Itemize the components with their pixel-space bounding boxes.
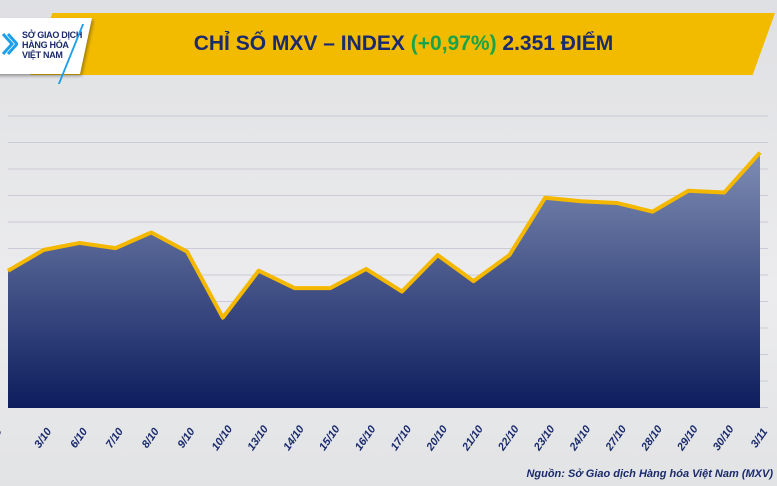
title-main: CHỈ SỐ MXV – INDEX	[193, 32, 405, 55]
logo-chevron-icon	[2, 32, 18, 56]
title-value: 2.351 ĐIỂM	[502, 32, 614, 55]
logo-line-1: SỞ GIAO DỊCH	[22, 30, 83, 40]
x-tick-label: 2/10	[0, 425, 5, 451]
x-tick-label: 30/10	[711, 423, 737, 453]
x-tick-label: 16/10	[353, 423, 379, 453]
x-tick-label: 10/10	[210, 423, 236, 453]
index-line	[6, 151, 762, 320]
x-tick-label: 13/10	[245, 423, 271, 453]
x-tick-label: 7/10	[104, 425, 127, 450]
x-tick-label: 23/10	[531, 423, 558, 454]
x-tick-label: 28/10	[639, 423, 666, 454]
index-area	[8, 152, 768, 408]
source-note: Nguồn: Sở Giao dịch Hàng hóa Việt Nam (M…	[526, 468, 773, 480]
x-tick-label: 15/10	[317, 423, 343, 453]
chart-title: CHỈ SỐ MXV – INDEX (+0,97%) 2.351 ĐIỂM	[0, 13, 777, 75]
x-tick-label: 9/10	[176, 425, 199, 450]
x-tick-label: 8/10	[140, 425, 163, 450]
x-tick-label: 6/10	[68, 425, 91, 450]
x-tick-label: 24/10	[567, 423, 594, 454]
title-banner	[30, 13, 775, 75]
x-tick-label: 29/10	[675, 423, 702, 454]
title-change: (+0,97%)	[410, 32, 497, 55]
x-tick-label: 20/10	[424, 423, 451, 454]
x-tick-label: 17/10	[389, 423, 415, 453]
x-tick-label: 14/10	[281, 423, 307, 453]
logo-line-2: HÀNG HÓA	[22, 40, 69, 50]
logo-text: SỞ GIAO DỊCH HÀNG HÓA VIỆT NAM	[22, 30, 82, 60]
x-tick-label: 21/10	[460, 423, 487, 454]
x-tick-label: 22/10	[495, 423, 522, 454]
x-tick-label: 27/10	[603, 423, 630, 454]
x-tick-label: 3/11	[749, 426, 771, 450]
logo-line-3: VIỆT NAM	[22, 50, 63, 60]
x-tick-label: 3/10	[32, 425, 55, 450]
